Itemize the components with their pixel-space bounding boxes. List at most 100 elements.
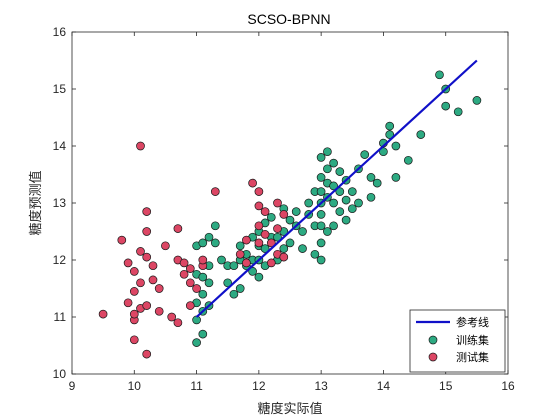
train-point [204,232,214,242]
train-point [198,289,208,299]
train-point [304,198,314,208]
train-point [347,204,357,214]
train-point [316,210,326,219]
test-point [173,224,183,233]
y-tick-label: 11 [54,310,67,324]
train-point [316,255,326,265]
test-point [142,349,152,359]
train-point [329,181,338,191]
y-tick-label: 14 [53,139,67,153]
train-point [403,155,413,165]
y-tick-label: 10 [53,367,67,381]
test-point [254,201,264,211]
train-point [453,107,463,117]
train-point [385,130,395,139]
train-point [323,227,332,236]
train-point [217,255,226,265]
test-point [242,235,251,245]
train-point [323,147,332,157]
x-tick-label: 11 [190,379,203,393]
train-point [316,187,326,196]
test-point [161,241,170,251]
y-axis-label: 糖度预测值 [28,170,44,235]
train-point [472,96,482,105]
test-point [129,309,139,319]
train-point [266,212,276,222]
test-point [248,178,257,188]
train-point [229,261,239,271]
legend-train-swatch [428,335,438,345]
test-point [142,227,152,236]
train-point [316,221,326,231]
reference-line [195,59,478,318]
test-point [117,235,127,245]
train-point [198,272,208,282]
test-point [185,301,195,310]
train-point [223,278,233,288]
train-point [248,267,257,276]
y-tick-label: 15 [53,82,67,96]
test-point [273,198,282,208]
test-point [154,306,164,316]
train-point [329,158,338,168]
test-point [198,255,208,265]
train-point [235,284,245,293]
test-point [142,207,152,216]
train-point [254,272,264,282]
legend-reference-label: 参考线 [456,315,489,329]
test-point [136,278,145,288]
train-point [391,141,401,151]
y-tick-label: 13 [53,196,67,210]
test-point [179,258,189,268]
train-point [379,147,388,157]
train-point [329,221,338,231]
train-point [260,244,270,253]
test-point [173,318,183,328]
train-point [210,238,220,248]
test-point [129,267,139,276]
test-point [154,284,164,293]
train-point [316,173,326,182]
train-point [210,221,220,231]
train-point [192,315,201,325]
legend-train-label: 训练集 [456,333,489,347]
train-point [441,101,451,111]
train-point [335,207,345,216]
test-point [136,247,145,256]
test-point [279,252,289,262]
test-point [123,258,133,268]
x-tick-label: 16 [501,379,515,393]
legend-test-swatch [428,352,438,362]
test-point [254,221,264,231]
y-tick-label: 16 [53,25,67,39]
legend: 参考线 训练集 测试集 [409,309,506,373]
train-point [198,238,208,248]
test-point [235,249,245,259]
legend-test-label: 测试集 [456,350,489,364]
train-point [298,244,307,253]
x-tick-label: 13 [314,379,328,393]
test-point [148,261,158,271]
train-point [279,244,289,253]
test-point [136,141,145,151]
test-point [266,258,276,268]
train-point [310,249,320,259]
test-point [129,335,139,345]
y-tick-label: 12 [53,253,67,267]
test-point [185,264,195,273]
train-point [298,227,307,236]
test-point [98,309,108,319]
x-tick-label: 15 [439,379,453,393]
train-point [285,215,295,225]
train-point [354,198,363,208]
test-point [192,284,201,293]
test-point [260,230,270,239]
test-point [242,258,251,268]
test-point [179,269,189,279]
train-point [366,173,376,182]
train-point [341,195,351,205]
train-point [273,232,282,242]
x-tick-label: 14 [377,379,391,393]
